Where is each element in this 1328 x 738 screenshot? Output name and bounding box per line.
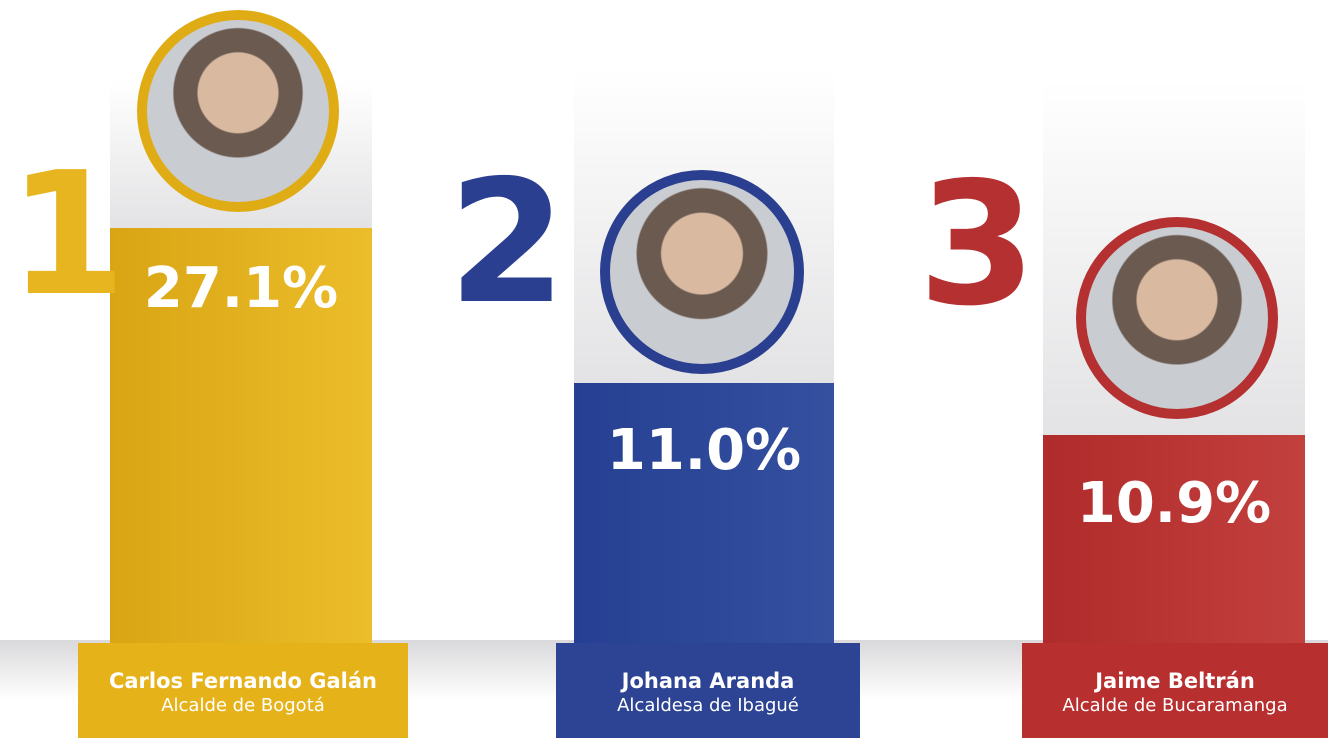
photo: [137, 10, 339, 212]
percent: 10.9%: [1043, 471, 1305, 536]
role: Alcalde de Bogotá: [78, 695, 408, 716]
photo: [600, 170, 804, 374]
label-box: Carlos Fernando Galán Alcalde de Bogotá: [78, 643, 408, 738]
role: Alcaldesa de Ibagué: [556, 695, 860, 716]
photo: [1076, 217, 1278, 419]
podium-bar: 27.1%: [110, 228, 372, 645]
role: Alcalde de Bucaramanga: [1022, 695, 1328, 716]
rank: 2: [448, 158, 566, 328]
label-box: Jaime Beltrán Alcalde de Bucaramanga: [1022, 643, 1328, 738]
rank: 3: [918, 160, 1036, 330]
podium-bar: 10.9%: [1043, 435, 1305, 645]
name: Carlos Fernando Galán: [78, 669, 408, 693]
percent: 27.1%: [110, 256, 372, 321]
name: Jaime Beltrán: [1022, 669, 1328, 693]
percent: 11.0%: [574, 418, 834, 483]
podium-bar: 11.0%: [574, 383, 834, 645]
page: {"ranking": [ {"rank": "1", "percent": "…: [0, 0, 1328, 738]
rank: 1: [8, 150, 126, 320]
name: Johana Aranda: [556, 669, 860, 693]
label-box: Johana Aranda Alcaldesa de Ibagué: [556, 643, 860, 738]
